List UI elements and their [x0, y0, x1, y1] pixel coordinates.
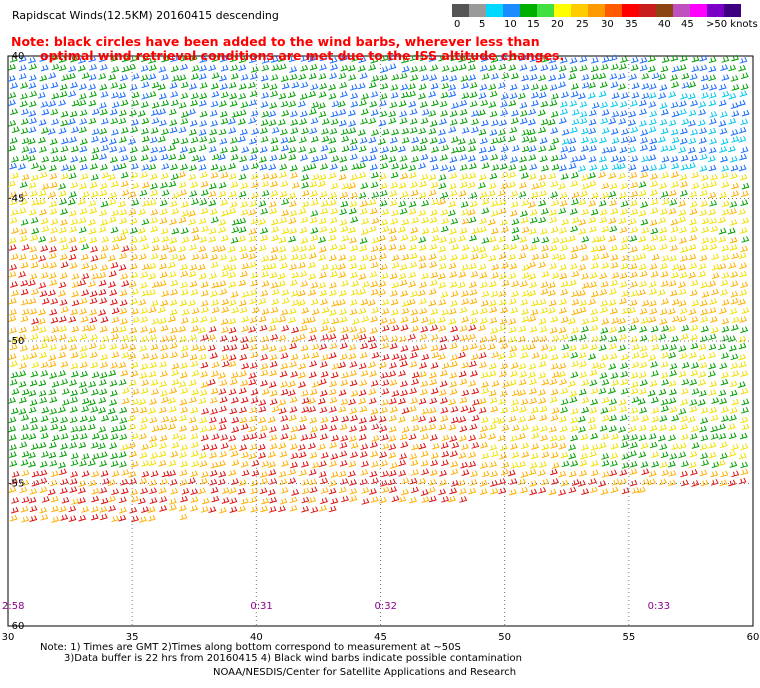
legend-label: 5 [479, 19, 486, 30]
lon-tick-label: 50 [498, 632, 511, 643]
lat-tick-label: -50 [8, 336, 24, 347]
footer-note-1: Note: 1) Times are GMT 2)Times along bot… [40, 642, 461, 653]
map-grid [8, 56, 753, 626]
footer-credit: NOAA/NESDIS/Center for Satellite Applica… [213, 667, 517, 678]
pass-time-label: 0:31 [250, 601, 272, 612]
legend-label: 40 [658, 19, 671, 30]
note-line-2: optimal wind retrieval conditions are me… [40, 48, 565, 63]
note-line-1: Note: black circles have been added to t… [11, 34, 540, 49]
legend-swatch [588, 4, 605, 17]
legend-label: 10 [504, 19, 517, 30]
lat-tick-label: -45 [8, 194, 24, 205]
legend-label: >50 knots [706, 19, 758, 30]
legend-label: 15 [527, 19, 540, 30]
lon-tick-label: 60 [747, 632, 760, 643]
legend-swatch [571, 4, 588, 17]
legend-swatch [605, 4, 622, 17]
legend-label: 30 [601, 19, 614, 30]
lon-tick-label: 30 [2, 632, 15, 643]
pass-time-label: 0:33 [648, 601, 670, 612]
lat-tick-label: -40 [8, 51, 24, 62]
pass-time-label: 0:32 [375, 601, 397, 612]
legend-swatch [639, 4, 656, 17]
legend-label: 0 [454, 19, 461, 30]
color-legend: 0 5 10 15 20 25 30 35 40 45 >50 knots [452, 4, 758, 31]
legend-swatch [486, 4, 503, 17]
lat-tick-label: -55 [8, 479, 24, 490]
legend-label: 20 [551, 19, 564, 30]
legend-swatch [520, 4, 537, 17]
legend-swatch [673, 4, 690, 17]
legend-label: 45 [681, 19, 694, 30]
legend-swatch [537, 4, 554, 17]
legend-swatch [554, 4, 571, 17]
axis-ticks: 30 35 40 45 50 55 60 -40 -45 -50 -55 -60 2:58 0:31 0:3… [2, 51, 760, 643]
legend-labels: 0 5 10 15 20 25 30 35 40 45 >50 knots [452, 17, 758, 31]
map-title: Rapidscat Winds(12.5KM) 20160415 descend… [12, 9, 279, 22]
legend-swatch [503, 4, 520, 17]
legend-label: 35 [625, 19, 638, 30]
legend-swatch [724, 4, 741, 17]
legend-swatch [707, 4, 724, 17]
lon-tick-label: 35 [126, 632, 139, 643]
legend-swatch [622, 4, 639, 17]
legend-swatch [469, 4, 486, 17]
lon-tick-label: 45 [374, 632, 387, 643]
legend-swatch [690, 4, 707, 17]
legend-swatch [656, 4, 673, 17]
legend-label: 25 [576, 19, 589, 30]
legend-swatches [452, 4, 741, 17]
footer-note-2: 3)Data buffer is 22 hrs from 20160415 4)… [64, 653, 522, 664]
pass-time-label: 2:58 [2, 601, 24, 612]
lon-tick-label: 55 [622, 632, 635, 643]
legend-swatch [452, 4, 469, 17]
wind-barbs [7, 54, 750, 523]
lon-tick-label: 40 [250, 632, 263, 643]
lat-tick-label: -60 [8, 621, 24, 632]
